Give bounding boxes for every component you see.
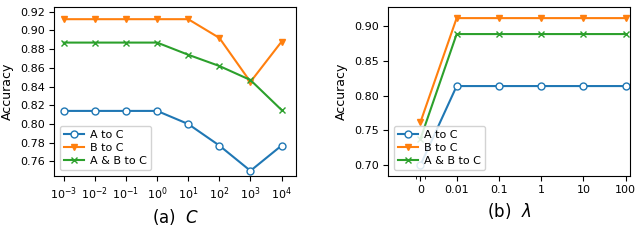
B to C bbox=[246, 80, 254, 83]
Line: B to C: B to C bbox=[417, 15, 629, 126]
B to C bbox=[495, 17, 503, 19]
B to C bbox=[216, 37, 223, 39]
A to C bbox=[153, 110, 161, 112]
Line: A to C: A to C bbox=[417, 83, 629, 168]
A to C bbox=[417, 164, 424, 167]
A & B to C bbox=[216, 65, 223, 67]
Line: A & B to C: A & B to C bbox=[417, 31, 629, 142]
B to C bbox=[60, 18, 68, 21]
A & B to C bbox=[417, 137, 424, 140]
A & B to C bbox=[537, 33, 545, 36]
A to C bbox=[278, 144, 285, 147]
B to C bbox=[122, 18, 130, 21]
B to C bbox=[579, 17, 587, 19]
A to C bbox=[60, 110, 68, 112]
A to C bbox=[122, 110, 130, 112]
A to C bbox=[246, 169, 254, 172]
Y-axis label: Accuracy: Accuracy bbox=[335, 62, 348, 120]
X-axis label: (a)  $C$: (a) $C$ bbox=[152, 207, 199, 227]
Legend: A to C, B to C, A & B to C: A to C, B to C, A & B to C bbox=[60, 125, 151, 170]
A & B to C bbox=[246, 79, 254, 81]
B to C bbox=[621, 17, 629, 19]
A & B to C bbox=[579, 33, 587, 36]
A & B to C bbox=[453, 33, 461, 36]
A to C bbox=[216, 144, 223, 147]
A to C bbox=[91, 110, 99, 112]
A to C bbox=[621, 85, 629, 88]
A & B to C bbox=[153, 41, 161, 44]
A & B to C bbox=[60, 41, 68, 44]
B to C bbox=[453, 17, 461, 19]
Line: A & B to C: A & B to C bbox=[60, 39, 285, 113]
A & B to C bbox=[184, 53, 192, 56]
A & B to C bbox=[495, 33, 503, 36]
A & B to C bbox=[278, 109, 285, 111]
B to C bbox=[278, 40, 285, 43]
Line: A to C: A to C bbox=[60, 107, 285, 174]
A & B to C bbox=[91, 41, 99, 44]
Y-axis label: Accuracy: Accuracy bbox=[1, 62, 14, 120]
A to C bbox=[453, 85, 461, 88]
A to C bbox=[184, 123, 192, 125]
Line: B to C: B to C bbox=[60, 16, 285, 85]
Legend: A to C, B to C, A & B to C: A to C, B to C, A & B to C bbox=[394, 125, 485, 170]
A to C bbox=[579, 85, 587, 88]
B to C bbox=[417, 121, 424, 124]
A & B to C bbox=[621, 33, 629, 36]
A & B to C bbox=[122, 41, 130, 44]
B to C bbox=[91, 18, 99, 21]
B to C bbox=[537, 17, 545, 19]
X-axis label: (b)  $\lambda$: (b) $\lambda$ bbox=[487, 201, 531, 221]
A to C bbox=[537, 85, 545, 88]
A to C bbox=[495, 85, 503, 88]
B to C bbox=[184, 18, 192, 21]
B to C bbox=[153, 18, 161, 21]
